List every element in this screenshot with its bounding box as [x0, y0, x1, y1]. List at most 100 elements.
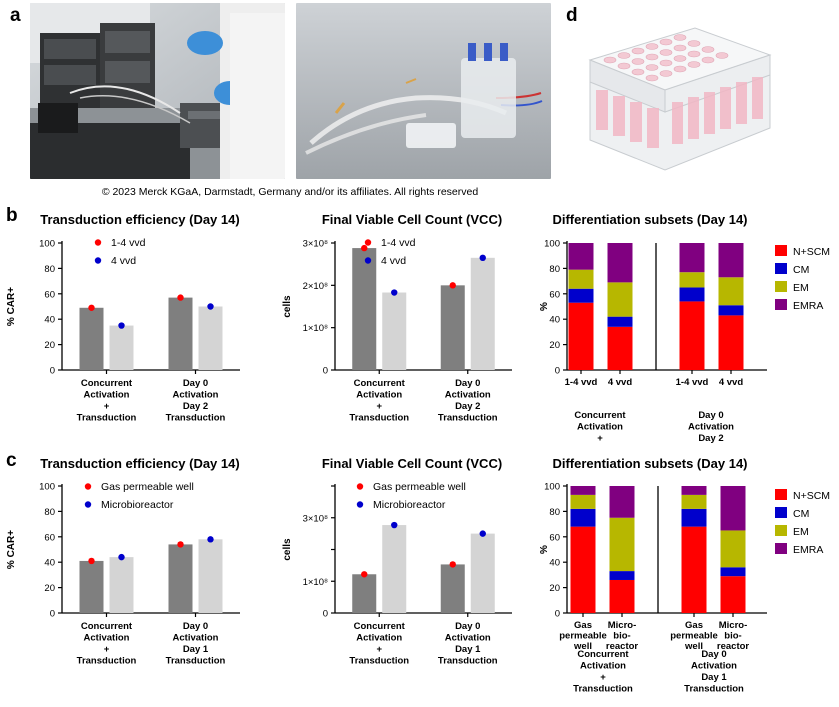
- x-category-label: Transduction: [438, 413, 498, 424]
- plate-well: [673, 55, 687, 62]
- plate-well: [687, 61, 701, 68]
- x-category-label: Gas: [685, 620, 703, 631]
- bar-series2: [382, 292, 407, 370]
- legend-swatch: [775, 507, 787, 518]
- group-label: +: [597, 433, 603, 443]
- legend-label: 4 vvd: [111, 255, 136, 267]
- panel-label-c: c: [6, 450, 17, 471]
- stack-segment-em: [607, 282, 633, 317]
- x-category-label: Day 1: [183, 644, 209, 655]
- plate-well: [659, 49, 673, 56]
- x-category-label: Day 0: [183, 621, 208, 632]
- bar-series1: [352, 248, 377, 370]
- group-label: Concurrent: [577, 649, 629, 660]
- x-category-label: Transduction: [349, 656, 409, 667]
- y-tick-label: 100: [39, 239, 55, 250]
- data-point: [88, 557, 95, 565]
- plate-well: [687, 40, 701, 47]
- legend-label: Gas permeable well: [373, 481, 466, 493]
- y-tick-label: 1×10⁸: [303, 577, 328, 588]
- chart-title: Final Viable Cell Count (VCC): [322, 212, 502, 227]
- x-category-label: Day 0: [183, 378, 208, 389]
- x-category-label: reactor: [606, 641, 639, 652]
- plate-well: [603, 56, 617, 64]
- y-tick-label: 20: [549, 340, 560, 351]
- x-category-label: Day 2: [455, 401, 480, 412]
- stack-segment-nscm: [679, 301, 705, 370]
- bar-series2: [470, 257, 495, 370]
- plate-well: [673, 34, 687, 41]
- y-axis-label: % CAR+: [6, 530, 17, 569]
- group-label: Transduction: [684, 684, 744, 695]
- legend-swatch: [775, 263, 787, 274]
- x-category-label: Micro-: [608, 620, 637, 631]
- legend-swatch: [775, 525, 787, 536]
- legend-label: 4 vvd: [381, 255, 406, 267]
- data-point: [449, 561, 456, 568]
- group-label: Transduction: [573, 684, 633, 695]
- y-tick-label: 3×10⁸: [303, 513, 328, 524]
- x-category-label: Activation: [445, 633, 491, 644]
- chart-title: Differentiation subsets (Day 14): [552, 456, 747, 471]
- x-category-label: 1-4 vvd: [676, 377, 709, 388]
- plate-well: [631, 68, 645, 76]
- well-column: [736, 82, 747, 124]
- y-tick-label: 20: [44, 340, 55, 351]
- x-category-label: Activation: [173, 390, 219, 401]
- data-point: [207, 536, 214, 543]
- stack-segment-cm: [568, 288, 594, 303]
- y-tick-label: 0: [555, 609, 560, 620]
- lab-photo: [30, 3, 285, 179]
- x-category-label: +: [104, 401, 110, 412]
- legend-label: 1-4 vvd: [381, 237, 416, 249]
- y-tick-label: 3×10⁸: [303, 239, 328, 250]
- legend-marker: [364, 257, 372, 264]
- panel-label-d: d: [566, 5, 578, 26]
- x-category-label: Day 1: [455, 644, 481, 655]
- legend-label: EM: [793, 526, 809, 538]
- y-tick-label: 0: [50, 366, 55, 377]
- data-point: [449, 282, 456, 289]
- legend-label: EM: [793, 282, 809, 294]
- x-category-label: +: [104, 644, 110, 655]
- y-tick-label: 40: [549, 315, 560, 326]
- y-tick-label: 100: [39, 482, 55, 493]
- data-point: [177, 294, 184, 301]
- group-label: Concurrent: [574, 410, 626, 421]
- stack-segment-em: [568, 269, 594, 289]
- chart-b-viable-cell-count: Final Viable Cell Count (VCC) 0 1×10⁸ 2×10⁸…: [282, 212, 512, 424]
- x-category-label: Transduction: [77, 656, 137, 667]
- legend-label: 1-4 vvd: [111, 237, 146, 249]
- stack-segment-emra: [607, 243, 633, 283]
- stack-segment-nscm: [720, 576, 746, 613]
- plate-well: [645, 53, 659, 61]
- legend-marker: [84, 501, 92, 508]
- stack-segment-cm: [679, 287, 705, 302]
- y-tick-label: 60: [549, 532, 560, 543]
- x-category-label: Day 0: [455, 621, 480, 632]
- stack-segment-nscm: [681, 526, 707, 613]
- stack-segment-cm: [570, 508, 596, 527]
- y-tick-label: 100: [544, 239, 560, 250]
- data-point: [479, 254, 486, 262]
- x-category-label: permeable: [559, 631, 607, 642]
- stack-segment-emra: [570, 486, 596, 495]
- group-label: Activation: [580, 661, 626, 672]
- data-point: [391, 521, 398, 529]
- legend-label: N+SCM: [793, 246, 830, 258]
- stack-segment-em: [681, 494, 707, 509]
- legend-swatch: [775, 299, 787, 310]
- plate-well: [715, 52, 729, 59]
- stack-segment-emra: [720, 486, 746, 531]
- stack-segment-emra: [609, 486, 635, 518]
- legend-marker: [94, 257, 102, 264]
- x-category-label: Transduction: [166, 656, 226, 667]
- group-label: Day 0: [698, 410, 723, 421]
- well-column: [704, 92, 715, 134]
- legend-marker: [84, 483, 92, 490]
- well-column: [672, 102, 683, 144]
- well-plate-illustration: [580, 20, 780, 175]
- stack-segment-nscm: [570, 526, 596, 613]
- data-point: [479, 530, 486, 537]
- group-label: Activation: [688, 422, 734, 433]
